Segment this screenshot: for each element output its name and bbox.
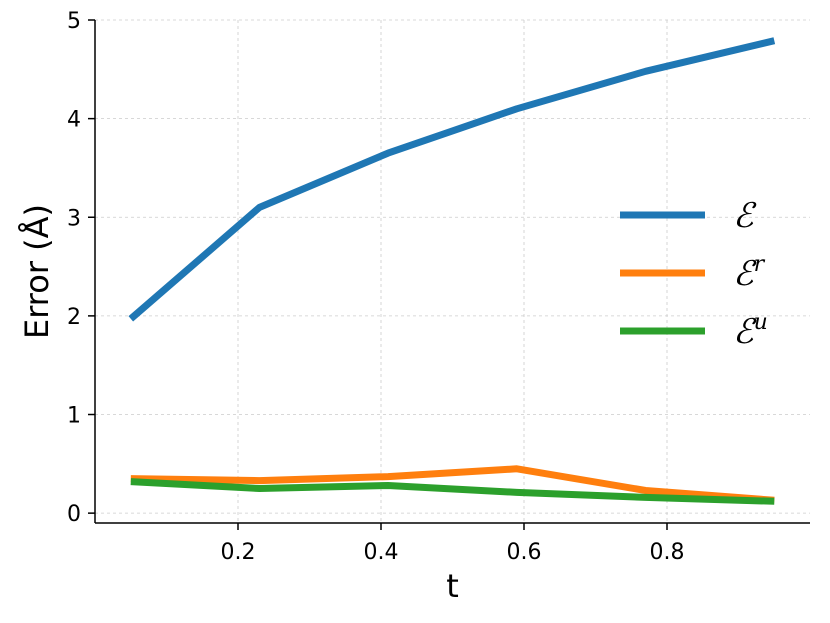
legend-label-1: ℰr	[733, 252, 766, 294]
y-tick-label-1: 1	[67, 404, 81, 429]
x-tick-label-3: 0.8	[650, 540, 685, 565]
series-lines	[128, 37, 776, 505]
y-axis-label: Error (Å)	[18, 204, 56, 339]
series-line-2	[130, 478, 775, 505]
legend-label-2: ℰu	[733, 310, 768, 352]
y-tick-label-5: 5	[67, 9, 81, 34]
x-tick-label-2: 0.6	[507, 540, 542, 565]
y-tick-label-0: 0	[67, 502, 81, 527]
y-tick-label-3: 3	[67, 206, 81, 231]
x-tick-label-0: 0.2	[221, 540, 256, 565]
series-line-0	[128, 37, 776, 322]
y-tick-label-4: 4	[67, 108, 81, 133]
tick-labels: 0.2 0.4 0.6 0.8 0 1 2 3 4 5	[67, 9, 685, 565]
axes	[88, 19, 810, 530]
y-tick-label-2: 2	[67, 305, 81, 330]
legend: ℰ ℰr ℰu	[620, 196, 768, 352]
x-axis-label: t	[446, 567, 459, 605]
x-tick-label-1: 0.4	[364, 540, 399, 565]
series-line-1	[130, 465, 775, 504]
legend-label-0: ℰ	[733, 196, 757, 236]
